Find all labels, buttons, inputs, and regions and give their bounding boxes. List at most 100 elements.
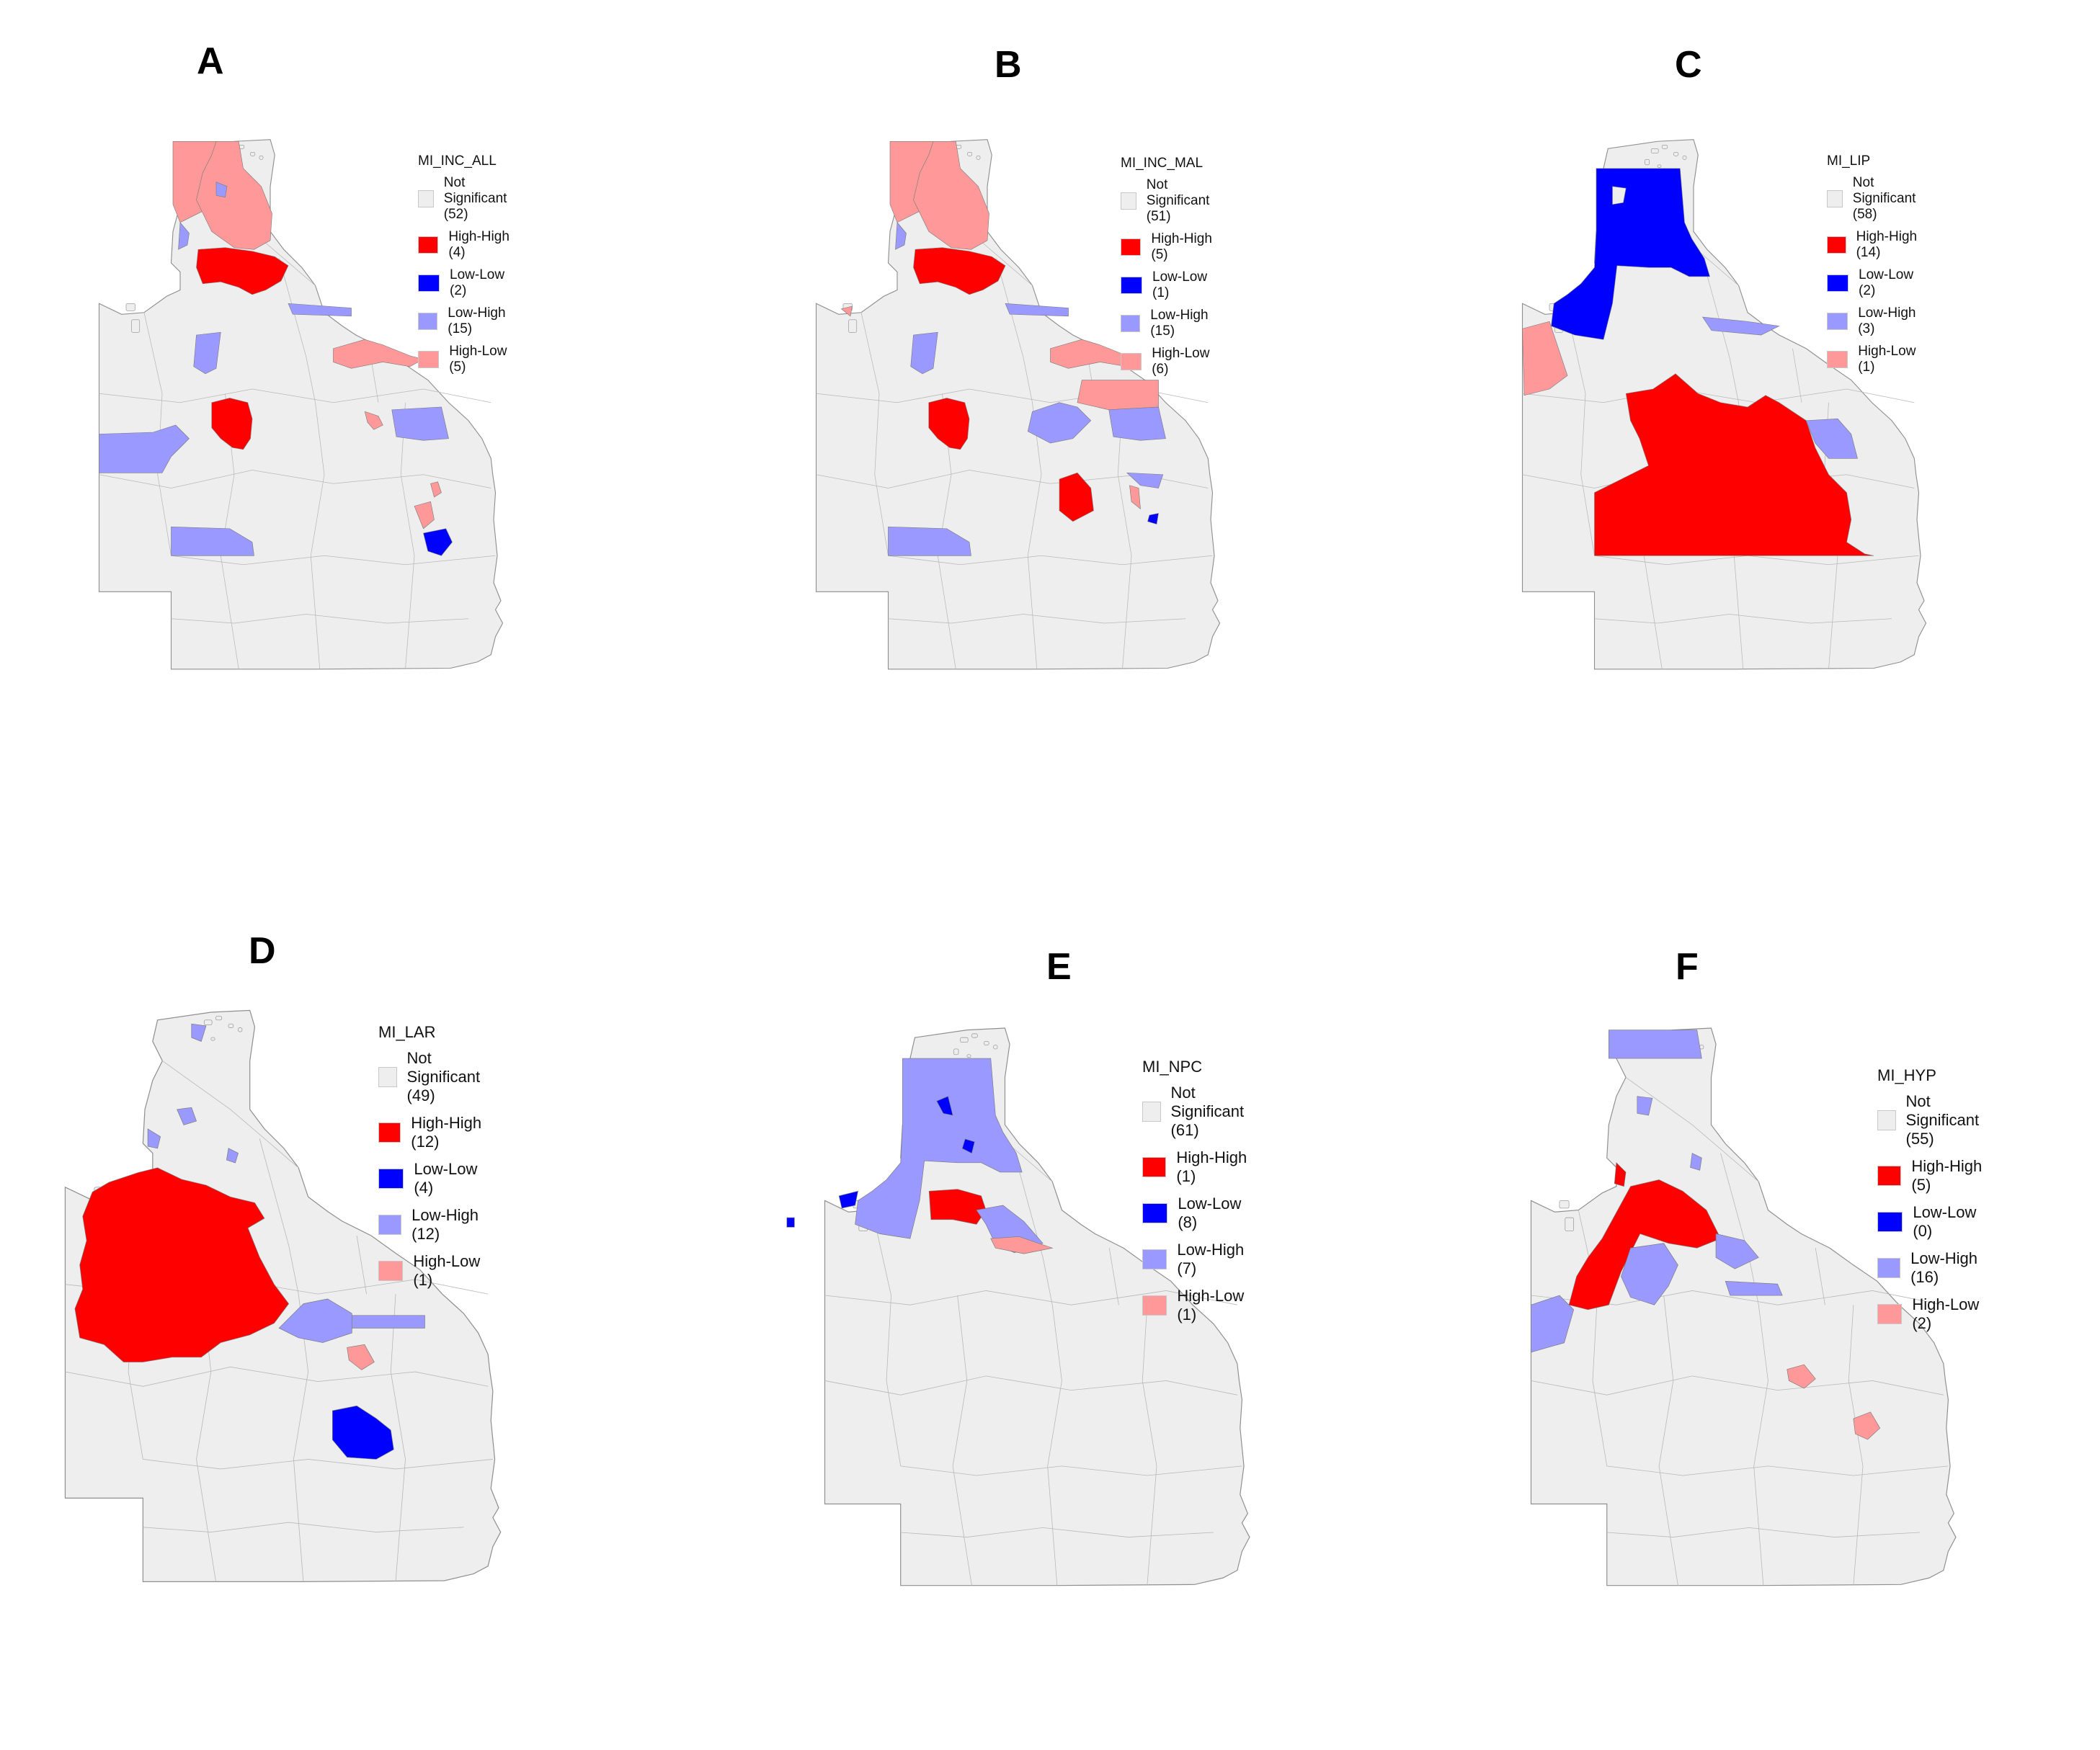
legend-item-low-high: Low-High (3) — [1827, 305, 1925, 337]
lisa-cluster-map — [815, 139, 1221, 670]
legend-swatch — [418, 313, 438, 330]
legend-swatch — [1121, 353, 1142, 370]
lisa-cluster-map — [64, 1009, 502, 1582]
cluster-high-low — [1853, 1411, 1881, 1440]
legend-swatch — [1142, 1203, 1168, 1223]
panel-letter: B — [995, 44, 1022, 86]
cluster-not-significant — [1612, 186, 1627, 205]
legend-swatch — [1827, 351, 1848, 368]
island — [984, 1041, 989, 1045]
legend-label: Low-High (16) — [1910, 1249, 1978, 1286]
island — [1699, 1045, 1704, 1050]
legend-swatch — [1827, 274, 1849, 292]
lisa-cluster-map — [98, 139, 504, 670]
cluster-low-high — [1108, 406, 1166, 441]
legend-item-high-high: High-High (12) — [378, 1114, 491, 1151]
legend-swatch — [1877, 1258, 1901, 1278]
legend-label: Low-Low (0) — [1913, 1203, 1977, 1240]
legend-item-low-low: Low-Low (2) — [1827, 267, 1925, 299]
legend-label: Not Significant (52) — [443, 175, 507, 222]
legend-item-high-high: High-High (1) — [1142, 1148, 1255, 1186]
legend: MI_LAR Not Significant (49) High-High (1… — [378, 1023, 491, 1298]
legend-item-high-high: High-High (5) — [1877, 1157, 1990, 1195]
district-border — [1117, 402, 1132, 669]
district-border — [162, 1061, 299, 1169]
cluster-high-high — [1568, 1179, 1722, 1311]
cluster-low-low — [1551, 168, 1710, 340]
island — [1650, 148, 1659, 153]
map-group — [1521, 139, 1927, 670]
legend-swatch — [1121, 192, 1136, 210]
cluster-low-low — [936, 1096, 953, 1116]
legend-swatch — [418, 274, 440, 292]
district-border — [900, 1527, 1214, 1537]
cluster-high-high — [211, 398, 253, 450]
island — [960, 1037, 969, 1043]
cluster-low-high — [391, 406, 449, 441]
legend-item-high-low: High-Low (6) — [1121, 346, 1219, 378]
district-border — [356, 1236, 367, 1295]
legend: MI_INC_ALL Not Significant (52) High-Hig… — [418, 153, 516, 382]
legend-item-high-low: High-Low (2) — [1877, 1295, 1990, 1333]
island — [215, 1016, 222, 1021]
legend-swatch — [378, 1261, 404, 1281]
island — [1661, 144, 1668, 149]
legend: MI_HYP Not Significant (55) High-High (5… — [1877, 1066, 1990, 1341]
cluster-high-low — [196, 140, 272, 250]
map-group — [98, 139, 504, 670]
district-border — [1047, 1305, 1062, 1586]
cluster-low-high — [1690, 1153, 1702, 1171]
district-border — [824, 1290, 1237, 1305]
legend-swatch — [1121, 238, 1142, 256]
district-border — [1531, 1375, 1944, 1396]
cluster-high-high — [74, 1167, 290, 1362]
legend-title: MI_HYP — [1877, 1066, 1936, 1084]
legend-label: Low-High (3) — [1858, 305, 1916, 336]
legend-swatch — [1142, 1157, 1167, 1177]
cluster-low-high — [1609, 1030, 1702, 1059]
district-border — [1108, 1248, 1119, 1305]
legend-item-not-significant: Not Significant (58) — [1827, 175, 1925, 223]
district-border — [310, 402, 325, 669]
cluster-low-high — [855, 1058, 1023, 1239]
cluster-low-low — [1147, 513, 1159, 524]
district-border — [900, 1465, 1242, 1476]
legend-item-not-significant: Not Significant (61) — [1142, 1084, 1255, 1140]
legend: MI_INC_MAL Not Significant (51) High-Hig… — [1121, 156, 1219, 384]
district-border — [143, 1459, 493, 1470]
cluster-low-high — [171, 526, 254, 556]
cluster-low-high — [351, 1315, 425, 1329]
map-group — [815, 139, 1221, 670]
cluster-high-high — [1059, 472, 1094, 522]
island — [993, 1045, 998, 1050]
district-border — [400, 402, 415, 669]
island — [125, 303, 135, 311]
cluster-high-low — [1522, 321, 1568, 396]
legend-label: High-High (12) — [411, 1114, 482, 1151]
cluster-low-high — [147, 1128, 161, 1149]
legend-label: High-High (14) — [1856, 229, 1918, 260]
cluster-high-low — [347, 1344, 375, 1370]
lisa-cluster-map — [786, 1027, 1250, 1586]
legend-title: MI_NPC — [1142, 1058, 1203, 1076]
legend-swatch — [1121, 315, 1141, 332]
legend-item-high-high: High-High (14) — [1827, 229, 1925, 261]
legend-item-high-high: High-High (4) — [418, 229, 516, 261]
panel-letter: D — [249, 930, 276, 972]
legend-label: Not Significant (51) — [1146, 177, 1210, 224]
legend-label: Not Significant (49) — [406, 1049, 481, 1104]
district-border — [1142, 1305, 1157, 1586]
cluster-low-high — [1126, 472, 1164, 488]
legend-item-high-low: High-Low (1) — [1827, 344, 1925, 375]
cluster-high-low — [430, 481, 442, 498]
legend-swatch — [378, 1215, 402, 1235]
legend-item-high-low: High-Low (5) — [418, 344, 516, 375]
legend-label: High-High (5) — [1151, 231, 1212, 262]
island — [228, 1023, 234, 1028]
legend-label: Not Significant (55) — [1905, 1092, 1980, 1148]
legend-item-low-low: Low-Low (8) — [1142, 1195, 1255, 1232]
legend-label: Low-Low (4) — [414, 1160, 478, 1197]
cluster-low-high — [1005, 303, 1069, 317]
legend-label: Low-Low (1) — [1152, 269, 1208, 300]
map-group — [1530, 1027, 1957, 1586]
